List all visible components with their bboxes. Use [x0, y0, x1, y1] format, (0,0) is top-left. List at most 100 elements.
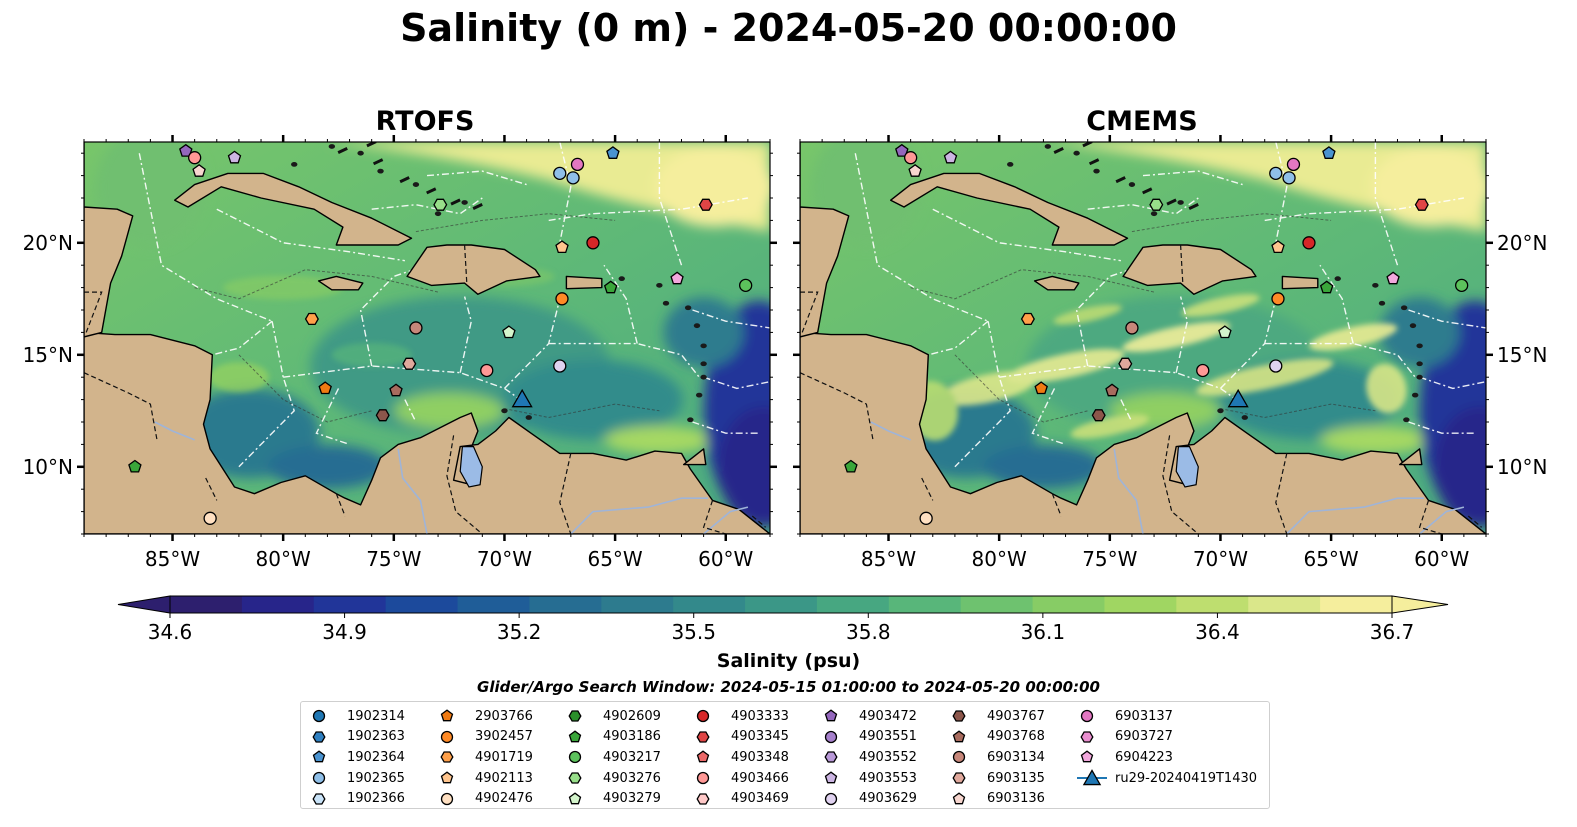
legend-marker-icon: [440, 771, 454, 784]
legend-entry: 1902365: [309, 768, 405, 789]
legend-marker-icon: [952, 772, 966, 784]
legend-marker-icon: [952, 730, 966, 743]
float-marker-4903186: [603, 280, 618, 294]
legend-marker-icon: [440, 751, 454, 764]
float-marker-1902364: [1322, 146, 1336, 159]
legend-entry: 1902364: [309, 747, 405, 768]
legend-label: 4903469: [731, 791, 789, 807]
float-marker-4903333: [586, 236, 600, 250]
float-marker-4903466: [187, 151, 202, 165]
legend-entry: 4903469: [693, 788, 789, 809]
legend-marker-icon: [568, 792, 582, 805]
float-marker-4903345: [1414, 198, 1429, 211]
legend-label: 6903137: [1115, 708, 1173, 724]
legend-entry: 4903333: [693, 706, 789, 727]
legend-entry: 6904223: [1077, 747, 1257, 768]
legend-column: 1902314 1902363 1902364 1902365 1902366: [309, 706, 405, 809]
colorbar-segment: [241, 596, 315, 613]
float-marker-4903333: [1302, 236, 1316, 250]
y-tick-label: 15°N: [1497, 343, 1547, 367]
legend-marker-icon: [312, 793, 326, 805]
colorbar-segment: [745, 596, 818, 613]
legend-marker-icon: [312, 710, 326, 723]
legend-label: 4903279: [603, 791, 661, 807]
float-marker-4903279: [1218, 325, 1232, 339]
legend-label: 4902609: [603, 708, 661, 724]
legend-label: 6903727: [1115, 729, 1173, 745]
legend-entry: 2903766: [437, 706, 533, 727]
float-marker-4903629: [553, 359, 567, 373]
legend-label: 4903553: [859, 770, 917, 786]
y-tick-label: 15°N: [23, 343, 73, 367]
colorbar-tick-label: 36.4: [1195, 620, 1240, 644]
panel-title-rtofs: RTOFS: [375, 106, 475, 137]
rtofs-map-panel: 85°W 80°W 75°W 70°W 65°W 60°W 10°N 15°N 20°N: [23, 135, 777, 571]
legend-label: 6903136: [987, 791, 1045, 807]
legend-entry: 4903279: [565, 788, 661, 809]
float-marker-4903279: [502, 325, 516, 339]
legend-entry: 3902457: [437, 727, 533, 748]
colorbar-segment: [601, 596, 674, 613]
panel-title-cmems: CMEMS: [1086, 106, 1198, 137]
legend-label: 6903134: [987, 749, 1045, 765]
legend-marker-icon: [696, 710, 710, 723]
legend-entry: 4903345: [693, 727, 789, 748]
float-marker-4903629: [1269, 359, 1283, 373]
legend-marker-icon: [568, 730, 582, 743]
x-tick-label: 75°W: [1082, 547, 1137, 571]
colorbar-tick-label: 35.2: [497, 620, 542, 644]
colorbar-tick-label: 36.1: [1021, 620, 1066, 644]
float-marker-4903472: [895, 143, 909, 157]
figure-title: Salinity (0 m) - 2024-05-20 00:00:00: [400, 6, 1177, 50]
legend-label: 4903345: [731, 729, 789, 745]
legend-entry: 4903348: [693, 747, 789, 768]
legend-label: 4903551: [859, 729, 917, 745]
colorbar-extend-high: [1391, 595, 1449, 614]
legend-label: 1902314: [347, 708, 405, 724]
colorbar-segment: [673, 596, 746, 613]
legend-entry: 4903186: [565, 727, 661, 748]
legend-entry: 4903768: [949, 727, 1045, 748]
y-tick-label: 10°N: [1497, 455, 1547, 479]
colorbar-segment: [457, 596, 530, 613]
float-marker-2903766: [1034, 381, 1048, 395]
legend-marker-icon: [952, 751, 966, 764]
legend-marker-icon: [696, 731, 710, 743]
colorbar-segment: [170, 596, 243, 613]
legend-label: 4902113: [475, 770, 533, 786]
legend-label: 1902366: [347, 791, 405, 807]
legend-entry: 4901719: [437, 747, 533, 768]
float-marker-4903767: [1091, 409, 1106, 422]
legend-entry: 6903134: [949, 747, 1045, 768]
float-marker-4903217: [739, 278, 753, 293]
x-tick-label: 65°W: [1303, 547, 1358, 571]
float-marker-4903217: [1455, 278, 1469, 293]
legend-entry: 4902609: [565, 706, 661, 727]
legend-marker-icon: [952, 710, 966, 722]
float-marker-4903186: [1319, 280, 1334, 294]
x-tick-label: 85°W: [145, 547, 200, 571]
legend-label: 4903472: [859, 708, 917, 724]
float-marker-1902365: [553, 166, 567, 181]
float-marker-4903466: [903, 151, 918, 165]
float-marker-4903768: [1105, 383, 1119, 397]
x-tick-label: 70°W: [1193, 547, 1248, 571]
float-marker-4901719: [304, 312, 319, 326]
legend-label: 4903276: [603, 770, 661, 786]
legend-entry: 4903553: [821, 768, 917, 789]
colorbar-segment: [529, 596, 602, 613]
legend-label: ru29-20240419T1430: [1115, 770, 1258, 786]
float-marker-4903553: [227, 150, 242, 164]
legend-entry: 1902314: [309, 706, 405, 727]
legend-label: 4903552: [859, 749, 917, 765]
legend-label: 1902365: [347, 770, 405, 786]
legend-marker-icon: [440, 709, 454, 722]
float-marker-4903553: [943, 150, 958, 164]
colorbar-segment: [313, 596, 387, 613]
float-marker-4903186: [128, 459, 142, 473]
colorbar-tick-label: 35.8: [846, 620, 891, 644]
glider-marker: [511, 388, 533, 408]
float-marker-4902113: [555, 240, 569, 254]
legend-marker-icon: [440, 730, 454, 744]
legend-column: 4903333 4903345 4903348 4903466 4903469: [693, 706, 789, 809]
